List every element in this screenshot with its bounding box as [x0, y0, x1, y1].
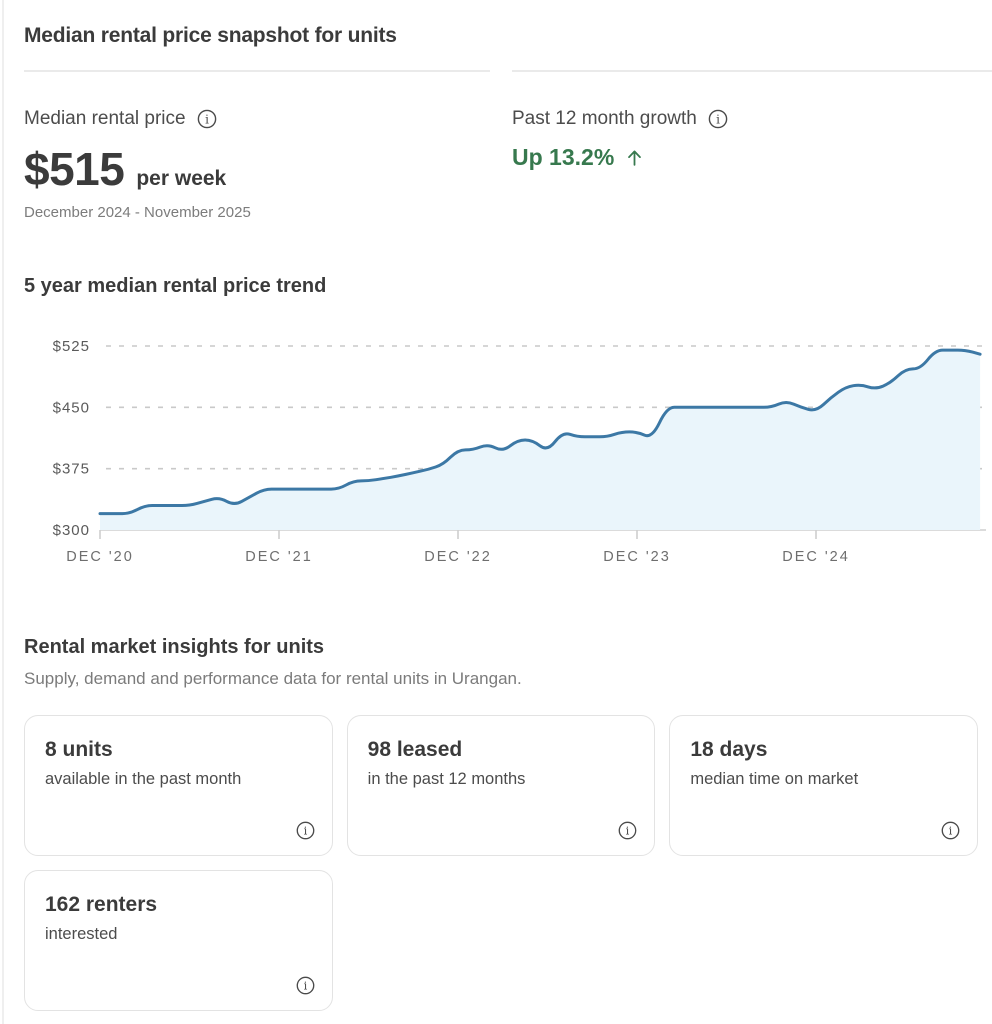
growth-label: Past 12 month growth — [512, 108, 697, 129]
median-price-value: $515 — [24, 143, 125, 195]
svg-text:i: i — [303, 824, 307, 838]
card-label: in the past 12 months — [367, 770, 526, 788]
page-title: Median rental price snapshot for units — [24, 24, 397, 47]
svg-text:i: i — [626, 824, 630, 838]
card-value: 98 leased — [367, 738, 463, 761]
x-axis-label: DEC '20 — [66, 549, 134, 565]
growth-value: Up 13.2% — [512, 144, 615, 170]
card-units-available: 8 units available in the past month i — [24, 715, 333, 856]
y-axis-label: $375 — [53, 461, 90, 478]
median-price-panel: Median rental price i $515 per week Dece… — [24, 70, 490, 221]
card-label: interested — [45, 925, 118, 943]
x-axis-label: DEC '22 — [424, 549, 492, 565]
info-icon[interactable]: i — [295, 975, 316, 996]
chart-area-fill — [100, 350, 981, 530]
chart-line — [98, 348, 982, 516]
x-axis-label: DEC '21 — [245, 549, 313, 565]
median-price-label: Median rental price — [24, 108, 186, 129]
card-value: 162 renters — [45, 893, 158, 916]
svg-text:i: i — [716, 112, 720, 126]
svg-text:i: i — [303, 979, 307, 993]
insights-subtitle: Supply, demand and performance data for … — [24, 669, 522, 688]
card-leased: 98 leased in the past 12 months i — [346, 715, 656, 856]
svg-text:i: i — [949, 824, 953, 838]
info-icon[interactable]: i — [196, 108, 218, 130]
card-median-time-on-market: 18 days median time on market i — [669, 715, 978, 856]
y-axis-label: $300 — [53, 522, 90, 539]
info-icon[interactable]: i — [940, 820, 961, 841]
card-label: available in the past month — [45, 770, 242, 788]
card-renters-interested: 162 renters interested i — [24, 870, 333, 1011]
up-arrow-icon — [628, 150, 642, 166]
rental-price-trend-chart: $300 $375 $450 $525 DEC '20 DEC '21 DEC '22 DEC… — [53, 338, 986, 565]
card-label: median time on market — [690, 770, 859, 788]
y-axis-label: $525 — [53, 338, 90, 355]
growth-panel: Past 12 month growth i Up 13.2% — [512, 70, 992, 221]
trend-section: 5 year median rental price trend $300 $37… — [0, 275, 992, 572]
info-icon[interactable]: i — [295, 820, 316, 841]
page-left-border — [2, 0, 4, 1024]
info-icon[interactable]: i — [707, 108, 729, 130]
insights-title: Rental market insights for units — [24, 636, 325, 658]
snapshot-section: Median rental price snapshot for units M… — [0, 0, 992, 221]
median-price-period: December 2024 - November 2025 — [24, 204, 251, 221]
info-icon[interactable]: i — [617, 820, 638, 841]
card-value: 18 days — [690, 738, 768, 761]
x-axis-label: DEC '23 — [603, 549, 671, 565]
trend-title: 5 year median rental price trend — [24, 275, 327, 297]
y-axis-label: $450 — [53, 399, 90, 416]
svg-text:i: i — [205, 112, 209, 126]
insight-cards: 8 units available in the past month i 98… — [24, 715, 978, 1011]
card-value: 8 units — [45, 738, 113, 761]
x-axis-label: DEC '24 — [782, 549, 850, 565]
median-price-unit: per week — [136, 167, 227, 190]
insights-section: Rental market insights for units Supply,… — [0, 636, 992, 1011]
